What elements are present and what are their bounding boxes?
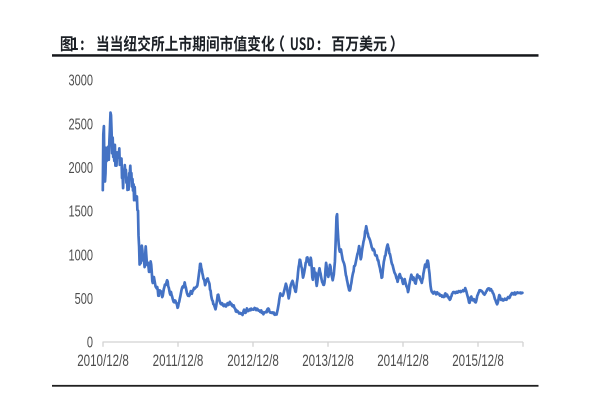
svg-text:3000: 3000 bbox=[69, 72, 93, 89]
svg-text:2500: 2500 bbox=[69, 116, 93, 133]
svg-text:500: 500 bbox=[75, 290, 93, 307]
svg-text:1500: 1500 bbox=[69, 203, 93, 220]
svg-text:1000: 1000 bbox=[69, 247, 93, 264]
svg-text:2014/12/8: 2014/12/8 bbox=[377, 351, 429, 369]
svg-text:2015/12/8: 2015/12/8 bbox=[452, 351, 504, 369]
svg-text:2010/12/8: 2010/12/8 bbox=[77, 351, 129, 369]
svg-text:2011/12/8: 2011/12/8 bbox=[153, 351, 204, 369]
svg-text:2013/12/8: 2013/12/8 bbox=[302, 351, 354, 369]
svg-text:0: 0 bbox=[87, 334, 93, 351]
svg-text:2012/12/8: 2012/12/8 bbox=[227, 351, 279, 369]
svg-text:2000: 2000 bbox=[69, 159, 93, 176]
